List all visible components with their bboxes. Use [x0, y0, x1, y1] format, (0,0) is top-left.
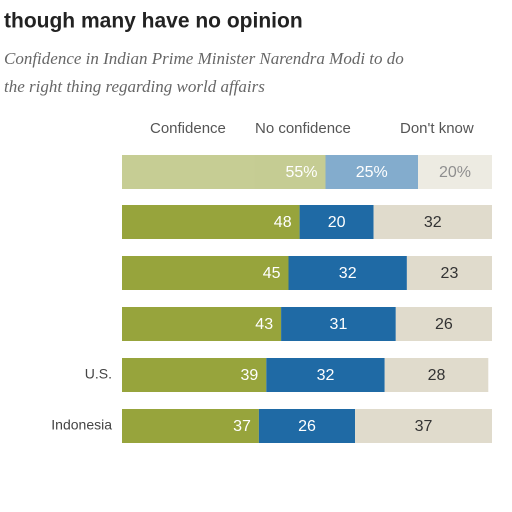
- bar-segment: [122, 307, 282, 341]
- bar-segment: [406, 256, 492, 290]
- value-label: 45: [263, 265, 281, 282]
- bar-segment: [288, 256, 407, 290]
- bar-segment: [122, 358, 267, 392]
- bar-segment: [395, 307, 492, 341]
- bar-row: 43 31 26: [122, 307, 492, 341]
- value-label: 32: [317, 367, 335, 384]
- value-label: 26: [435, 316, 453, 333]
- bar-row: Indonesia 37 26 37: [51, 409, 492, 443]
- bar-row: U.S. 39 32 28: [85, 358, 489, 392]
- value-label: 20%: [439, 164, 471, 181]
- chart-title: though many have no opinion: [4, 10, 303, 33]
- bar-segment: [384, 358, 489, 392]
- value-label: 39: [241, 367, 259, 384]
- bar-row: 45 32 23: [122, 256, 492, 290]
- bar-row: 55% 25% 20%: [122, 155, 492, 189]
- bar-segment: [258, 409, 356, 443]
- bar-segment: [266, 358, 385, 392]
- subtitle-line: Confidence in Indian Prime Minister Nare…: [4, 49, 404, 68]
- subtitle-line: the right thing regarding world affairs: [4, 77, 265, 96]
- bar-segment: [122, 155, 326, 189]
- value-label: 32: [339, 265, 357, 282]
- legend-label: Confidence: [150, 120, 226, 137]
- value-label: 20: [328, 214, 346, 231]
- legend-label: Don't know: [400, 120, 474, 137]
- value-label: 37: [415, 418, 433, 435]
- value-label: 37: [233, 418, 251, 435]
- legend-label: No confidence: [255, 120, 351, 137]
- bar-segment: [355, 409, 492, 443]
- value-label: 25%: [356, 164, 388, 181]
- bar-segment: [418, 155, 492, 189]
- value-label: 26: [298, 418, 316, 435]
- value-label: 55%: [285, 164, 317, 181]
- value-label: 28: [428, 367, 446, 384]
- chart-subtitle: Confidence in Indian Prime Minister Nare…: [4, 49, 404, 96]
- category-label: Indonesia: [51, 417, 112, 433]
- value-label: 43: [255, 316, 273, 333]
- bar-row: 48 20 32: [122, 205, 492, 239]
- value-label: 32: [424, 214, 442, 231]
- category-label: U.S.: [85, 366, 112, 382]
- bar-segment: [325, 155, 418, 189]
- bar-segment: [281, 307, 396, 341]
- value-label: 48: [274, 214, 292, 231]
- bar-segment: [299, 205, 374, 239]
- value-label: 31: [330, 316, 348, 333]
- bar-segment: [122, 205, 300, 239]
- value-label: 23: [441, 265, 459, 282]
- bar-segment: [122, 256, 289, 290]
- bar-segment: [122, 409, 259, 443]
- bar-segment: [373, 205, 492, 239]
